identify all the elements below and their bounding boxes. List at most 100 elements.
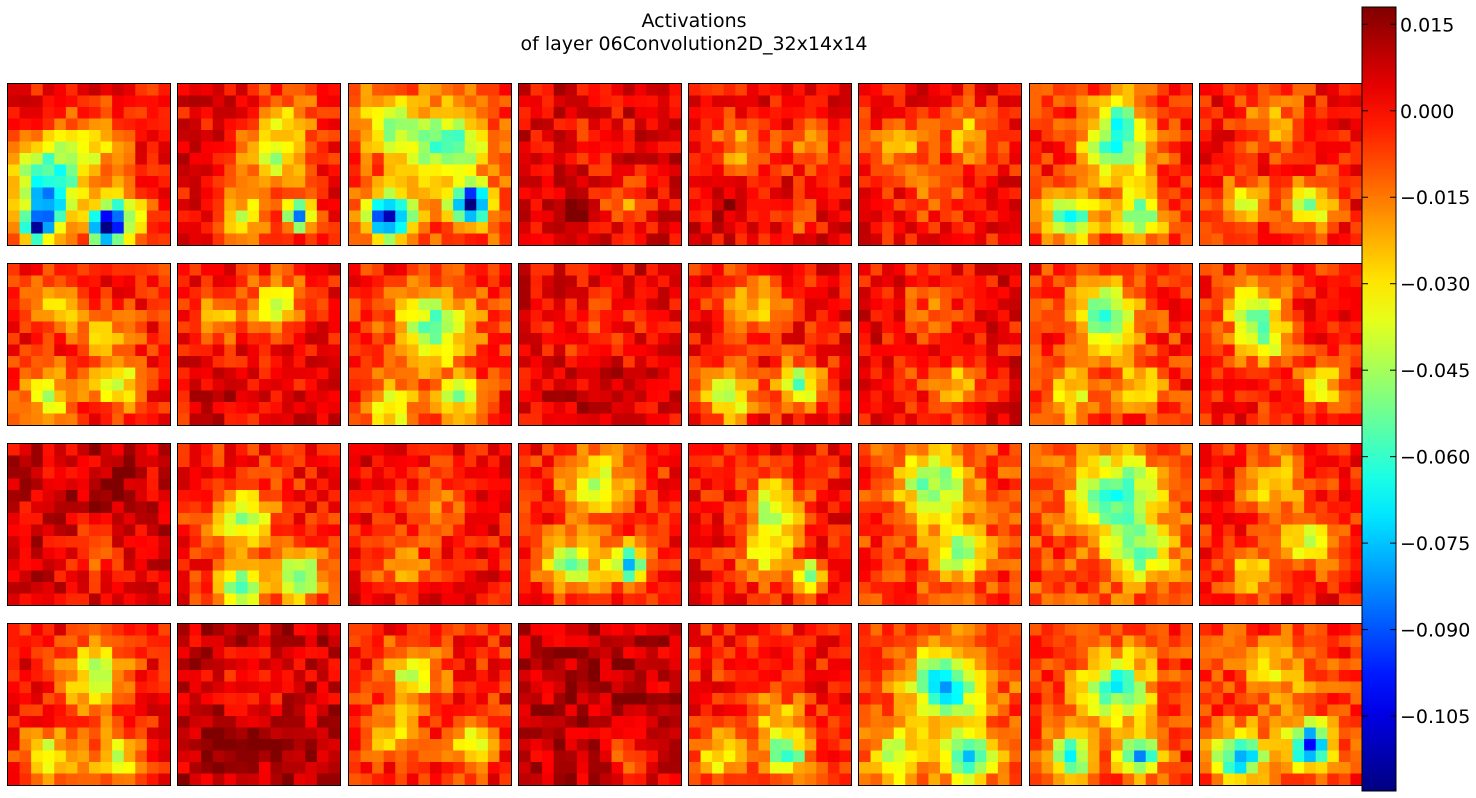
heatmap-cell (657, 402, 671, 415)
heatmap-cell (1134, 233, 1147, 246)
heatmap-cell (770, 187, 783, 200)
heatmap-cell (839, 524, 852, 537)
heatmap-cell (1180, 524, 1193, 537)
heatmap-cell (123, 310, 136, 323)
heatmap-cell (146, 750, 160, 763)
heatmap-cell (588, 264, 601, 277)
heatmap-cell (770, 402, 783, 415)
heatmap-cell (201, 298, 214, 311)
heatmap-cell (723, 536, 736, 549)
heatmap-cell (1134, 582, 1147, 595)
heatmap-cell (986, 356, 999, 369)
heatmap-cell (178, 582, 191, 595)
heatmap-cell (974, 513, 987, 526)
heatmap-cell (940, 490, 953, 503)
heatmap-cell (735, 222, 748, 235)
heatmap-cell (1292, 570, 1305, 583)
heatmap-cell (212, 199, 225, 212)
heatmap-cell (406, 455, 420, 468)
heatmap-cell (146, 582, 160, 595)
heatmap-cell (270, 582, 283, 595)
heatmap-cell (259, 379, 272, 392)
heatmap-cell (1211, 547, 1224, 560)
heatmap-cell (395, 478, 408, 491)
heatmap-cell (499, 444, 512, 457)
heatmap-cell (1234, 367, 1247, 380)
heatmap-cell (418, 275, 431, 288)
heatmap-cell (42, 490, 55, 503)
heatmap-cell (951, 84, 964, 97)
heatmap-cell (905, 210, 918, 223)
heatmap-cell (1041, 444, 1054, 457)
heatmap-cell (1281, 298, 1294, 311)
heatmap-cell (395, 536, 408, 549)
heatmap-cell (689, 333, 702, 346)
heatmap-cell (1180, 444, 1193, 457)
heatmap-cell (746, 222, 760, 235)
heatmap-cell (100, 107, 113, 120)
heatmap-cell (1180, 264, 1193, 277)
heatmap-cell (189, 536, 202, 549)
heatmap-cell (1134, 344, 1147, 357)
heatmap-cell (611, 222, 624, 235)
heatmap-cell (100, 402, 113, 415)
heatmap-cell (553, 287, 566, 300)
heatmap-cell (1211, 298, 1224, 311)
heatmap-cell (42, 750, 55, 763)
heatmap-cell (542, 402, 555, 415)
heatmap-cell (270, 444, 283, 457)
heatmap-cell (201, 524, 214, 537)
heatmap-cell (383, 187, 396, 200)
heatmap-cell (997, 107, 1011, 120)
heatmap-cell (600, 164, 613, 177)
heatmap-cell (1041, 356, 1054, 369)
heatmap-cell (793, 118, 806, 131)
heatmap-cell (758, 118, 771, 131)
heatmap-cell (1076, 333, 1089, 346)
heatmap-cell (1234, 444, 1247, 457)
heatmap-cell (259, 547, 272, 560)
heatmap-cell (870, 164, 883, 177)
heatmap-cell (588, 367, 601, 380)
heatmap-cell (1234, 95, 1247, 108)
heatmap-cell (1099, 298, 1112, 311)
heatmap-cell (827, 275, 841, 288)
heatmap-cell (997, 413, 1011, 426)
heatmap-cell (816, 367, 829, 380)
heatmap-cell (441, 264, 454, 277)
heatmap-cell (1180, 402, 1193, 415)
heatmap-cell (1111, 593, 1124, 606)
heatmap-cell (530, 333, 543, 346)
heatmap-cell (859, 524, 872, 537)
heatmap-cell (1246, 95, 1259, 108)
heatmap-cell (940, 455, 953, 468)
feature-map-24 (7, 623, 171, 786)
heatmap-cell (54, 356, 67, 369)
heatmap-cell (293, 413, 306, 426)
heatmap-cell (1327, 559, 1340, 572)
heatmap-cell (453, 264, 466, 277)
heatmap-cell (453, 287, 466, 300)
heatmap-cell (940, 176, 953, 189)
heatmap-cell (623, 467, 636, 480)
heatmap-cell (441, 467, 454, 480)
heatmap-cell (530, 176, 543, 189)
heatmap-cell (712, 222, 725, 235)
heatmap-cell (1145, 199, 1158, 212)
heatmap-cell (657, 199, 671, 212)
heatmap-cell (441, 402, 454, 415)
heatmap-cell (689, 501, 702, 514)
heatmap-cell (770, 199, 783, 212)
heatmap-cell (112, 287, 125, 300)
heatmap-cell (611, 176, 624, 189)
heatmap-cell (178, 367, 191, 380)
heatmap-cell (689, 153, 702, 166)
heatmap-cell (669, 513, 682, 526)
heatmap-cell (146, 681, 160, 694)
heatmap-cell (974, 275, 987, 288)
heatmap-cell (963, 333, 976, 346)
heatmap-cell (646, 275, 659, 288)
heatmap-cell (178, 310, 191, 323)
heatmap-cell (576, 593, 590, 606)
heatmap-cell (31, 107, 44, 120)
